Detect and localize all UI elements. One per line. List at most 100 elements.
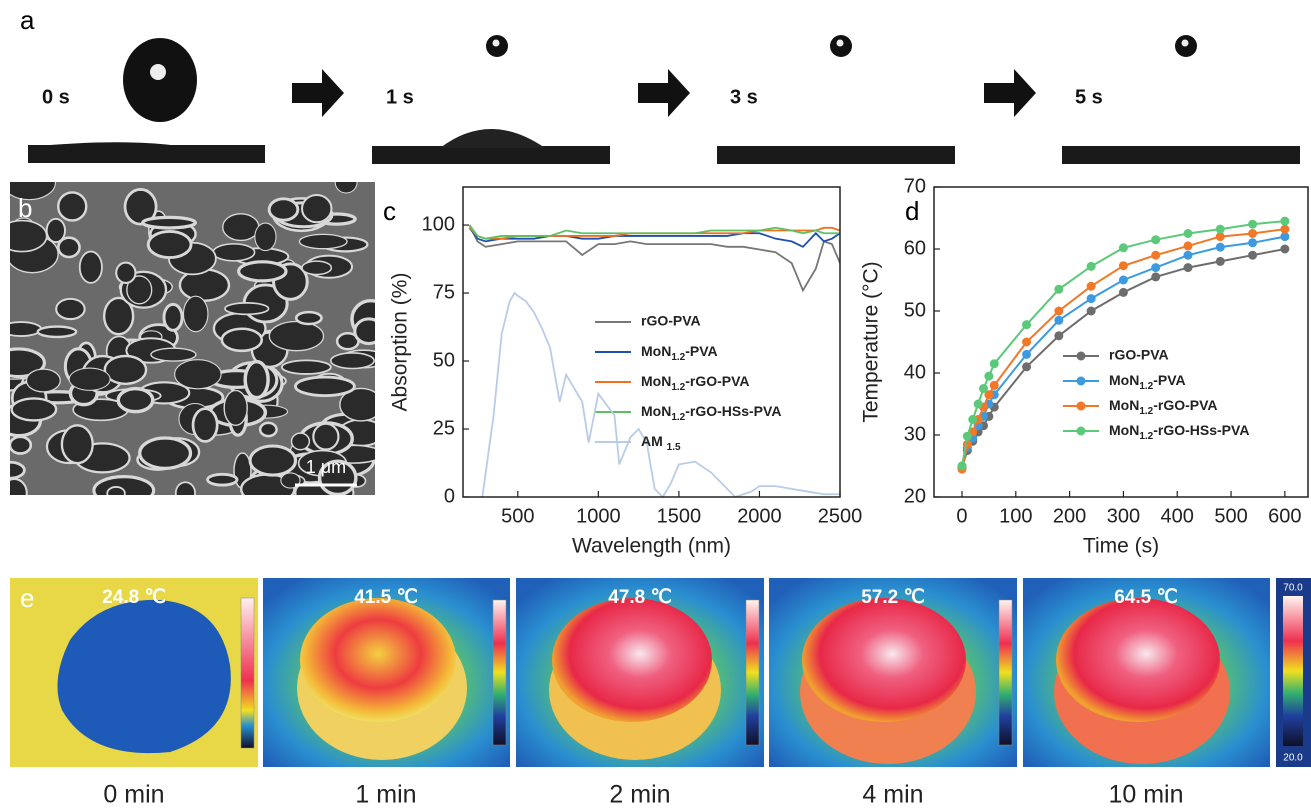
legend-label: MoN1.2-PVA (641, 343, 718, 363)
y-tick-label: 60 (904, 237, 926, 259)
legend-marker (1076, 351, 1086, 361)
data-point (1151, 272, 1161, 282)
x-axis-title: Wavelength (nm) (572, 535, 731, 558)
pore (300, 194, 333, 224)
data-point (968, 415, 978, 424)
data-point (1183, 241, 1193, 251)
y-axis-title: Temperature (°C) (860, 261, 883, 422)
scale-label: 1 μm (306, 457, 346, 477)
x-tick-label: 600 (1268, 505, 1301, 527)
plot-frame (933, 186, 1309, 498)
pore (123, 188, 158, 226)
temperature-label: 47.8 ℃ (608, 587, 672, 608)
data-point (1280, 244, 1290, 254)
time-label: 5 s (1075, 86, 1103, 108)
x-tick-label: 100 (999, 505, 1032, 527)
x-tick-label: 200 (1053, 505, 1086, 527)
pore (312, 422, 340, 451)
data-point (1054, 284, 1064, 294)
pore (222, 213, 260, 242)
data-point (1022, 349, 1032, 359)
pore (182, 295, 209, 333)
pore (294, 375, 356, 398)
data-point (1280, 232, 1290, 242)
series-line (960, 220, 1285, 467)
legend-label: rGO-PVA (1109, 347, 1169, 363)
y-tick-label: 70 (904, 175, 926, 197)
pore (57, 236, 81, 259)
data-point (1248, 229, 1258, 238)
y-tick-label: 50 (904, 299, 926, 321)
pore (301, 260, 333, 276)
data-point (1086, 261, 1096, 271)
data-point (1022, 320, 1032, 330)
data-point (1022, 337, 1032, 347)
data-point (1151, 250, 1161, 260)
data-point (1248, 238, 1258, 248)
x-tick-label: 2000 (737, 505, 782, 527)
pore (290, 432, 311, 451)
data-point (1118, 275, 1128, 285)
data-point (1086, 294, 1096, 304)
pore (25, 368, 61, 393)
x-tick-label: 0 (956, 505, 967, 527)
pore (353, 317, 375, 346)
pore (223, 389, 248, 427)
pore (191, 407, 219, 443)
y-tick-label: 20 (904, 485, 926, 507)
pore (36, 325, 78, 339)
x-axis-title: Time (s) (1083, 535, 1159, 558)
legend-marker (1076, 401, 1086, 411)
pore (126, 275, 153, 305)
droplet-images (28, 35, 1300, 164)
x-tick-label: 300 (1107, 505, 1140, 527)
data-point (1183, 250, 1193, 260)
temperature-label: 41.5 ℃ (354, 587, 418, 608)
series-line (481, 291, 840, 499)
pore (10, 321, 43, 337)
pore (68, 367, 111, 391)
pore (10, 397, 58, 422)
pore (298, 233, 348, 250)
data-point (989, 359, 999, 369)
colorbar-min: 20.0 (1283, 753, 1303, 764)
data-point (989, 380, 999, 390)
y-tick-label: 0 (444, 485, 455, 507)
legend-label: MoN1.2-rGO-PVA (1109, 397, 1218, 417)
pore (10, 219, 48, 253)
temperature-label: 64.5 ℃ (1114, 587, 1178, 608)
pore (329, 352, 375, 370)
panel-label: c (383, 196, 396, 226)
x-tick-label: 400 (1161, 505, 1194, 527)
y-tick-label: 75 (433, 281, 455, 303)
pore (162, 302, 184, 332)
time-label: 2 min (609, 781, 670, 809)
pore (10, 182, 56, 201)
pore (45, 217, 66, 244)
pore (138, 436, 193, 470)
pore (141, 215, 198, 230)
data-point (1086, 281, 1096, 291)
thermal-images (10, 578, 1311, 767)
temperature-label: 24.8 ℃ (102, 587, 166, 608)
colorbar-max: 70.0 (1283, 583, 1303, 594)
pore (212, 243, 256, 262)
pore (254, 222, 277, 252)
data-point (1183, 229, 1193, 238)
pore (78, 250, 103, 284)
y-tick-label: 50 (433, 349, 455, 371)
y-axis-title: Absorption (%) (389, 273, 412, 412)
pore (57, 191, 88, 222)
data-point (957, 461, 967, 471)
x-tick-label: 500 (1214, 505, 1247, 527)
series-line (468, 227, 841, 248)
pore (258, 421, 278, 438)
pore (243, 359, 270, 400)
pore (10, 460, 26, 480)
time-label: 1 s (386, 86, 414, 108)
data-point (1086, 306, 1096, 316)
data-point (1248, 219, 1258, 229)
data-point (1183, 263, 1193, 273)
plot-frame (462, 186, 841, 498)
